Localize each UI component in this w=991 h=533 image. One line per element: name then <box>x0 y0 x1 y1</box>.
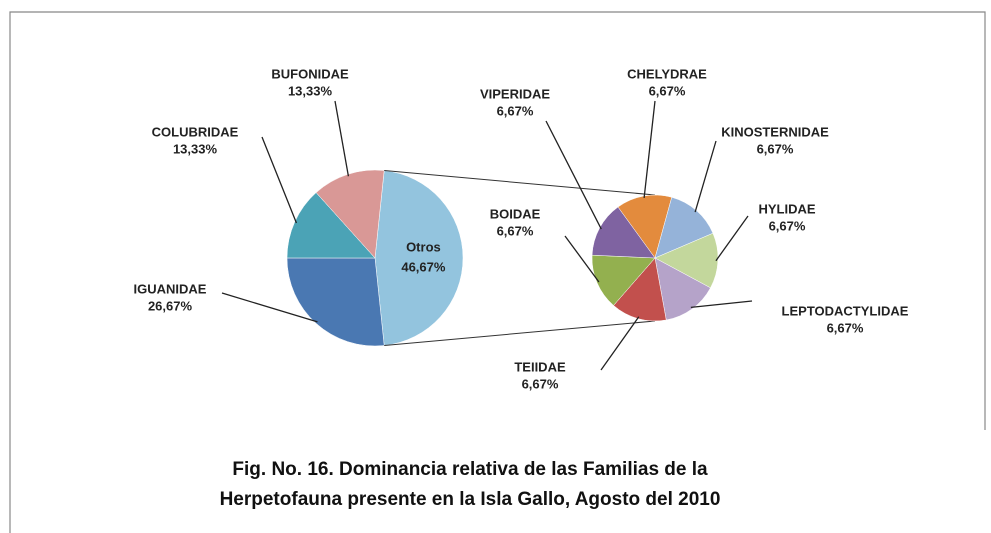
slice-label: BUFONIDAE <box>271 66 349 81</box>
pie-slice <box>613 257 667 322</box>
slice-label: CHELYDRAE <box>627 66 707 81</box>
pie-slice <box>654 257 711 321</box>
caption-line: Fig. No. 16. Dominancia relativa de las … <box>232 459 708 480</box>
value-label: 26,67% <box>148 298 193 313</box>
value-label: 6,67% <box>769 218 806 233</box>
slice-label: HYLIDAE <box>758 201 815 216</box>
caption-line: Herpetofauna presente en la Isla Gallo, … <box>220 489 721 510</box>
connector <box>384 320 656 347</box>
leader-line <box>600 316 640 371</box>
slice-label: TEIIDAE <box>514 359 566 374</box>
slice-label: IGUANIDAE <box>134 281 207 296</box>
pie-slice <box>591 254 656 306</box>
leader-line <box>334 100 350 177</box>
leader-line <box>694 140 717 213</box>
value-label: 6,67% <box>757 141 794 156</box>
leader-line <box>715 215 749 262</box>
value-label: 6,67% <box>497 223 534 238</box>
slice-label: Otros <box>406 239 441 254</box>
value-label: 6,67% <box>522 376 559 391</box>
value-label: 13,33% <box>288 83 333 98</box>
value-label: 46,67% <box>401 259 446 274</box>
pie-slice <box>654 196 714 259</box>
frame <box>9 11 986 533</box>
slice-label: KINOSTERNIDAE <box>721 124 829 139</box>
slice-label: BOIDAE <box>490 206 541 221</box>
leader-line <box>564 235 600 283</box>
leader-line <box>221 292 318 323</box>
leader-line <box>643 100 656 199</box>
value-label: 6,67% <box>827 320 864 335</box>
connector <box>384 169 656 196</box>
pie-slice <box>374 170 464 346</box>
pie-slice <box>591 206 656 259</box>
value-label: 6,67% <box>497 103 534 118</box>
slice-label: LEPTODACTYLIDAE <box>782 303 909 318</box>
leader-line <box>261 136 298 224</box>
slice-label: COLUBRIDAE <box>152 124 239 139</box>
value-label: 6,67% <box>649 83 686 98</box>
pie-slice <box>654 232 719 289</box>
leader-line <box>545 120 602 230</box>
pie-slice <box>286 257 385 347</box>
leader-line <box>690 300 753 308</box>
slice-label: VIPERIDAE <box>480 86 550 101</box>
pie-slice <box>286 192 376 259</box>
value-label: 13,33% <box>173 141 218 156</box>
